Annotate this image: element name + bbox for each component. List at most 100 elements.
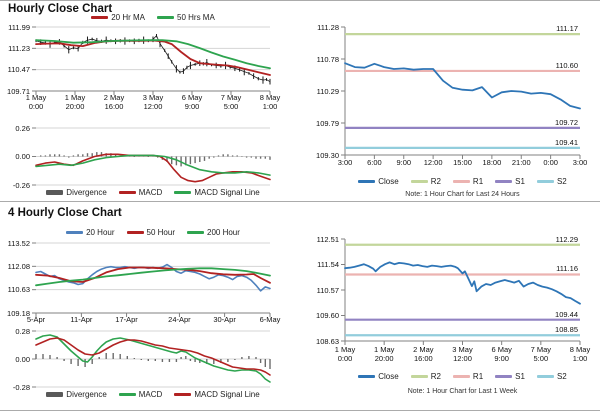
y-tick-label: 0.28: [15, 326, 30, 336]
hourly-macd-legend: Divergence MACD MACD Signal Line: [20, 188, 286, 197]
y-tick-label: 0.00: [15, 354, 30, 364]
y-tick-label: 0.26: [15, 123, 30, 133]
x-tick-label: 3 May 12:00: [452, 345, 473, 364]
legend-item-macd-signal: MACD Signal Line: [174, 390, 260, 399]
four-hourly-ma-legend: 20 Hour 50 Hour 200 Hour: [36, 228, 270, 237]
bar-swatch: [46, 392, 64, 397]
line-swatch: [452, 180, 470, 183]
legend-label: Divergence: [66, 390, 107, 399]
four-hourly-sr-legend: Close R2 R1 S1 S2: [345, 372, 580, 381]
legend-label: R2: [430, 372, 441, 381]
legend-label: Close: [378, 372, 399, 381]
x-tick-label: 12:00: [423, 158, 443, 167]
legend-item-20hour: 20 Hour: [66, 228, 115, 237]
legend-label: MACD Signal Line: [194, 390, 260, 399]
x-tick-label: 5-Apr: [26, 315, 46, 324]
legend-label: S1: [515, 177, 525, 186]
legend-item-s1: S1: [495, 177, 525, 186]
y-tick-label: 111.54: [317, 260, 339, 269]
legend-item-r2: R2: [410, 372, 441, 381]
legend-item-close: Close: [358, 372, 399, 381]
hourly-sr-legend: Close R2 R1 S1 S2: [345, 177, 580, 186]
line-swatch: [174, 191, 192, 194]
x-tick-label: 6 May 9:00: [491, 345, 512, 364]
x-tick-label: 6:00: [367, 158, 382, 167]
legend-label: S2: [556, 177, 567, 186]
level-label-s2: 108.85: [555, 325, 578, 335]
level-label-s2: 109.41: [555, 137, 578, 147]
legend-item-macd-signal: MACD Signal Line: [174, 188, 260, 197]
x-tick-label: 17-Apr: [115, 315, 138, 324]
hourly-macd-plot: [32, 127, 271, 186]
legend-label: 20 Hr MA: [111, 13, 145, 22]
legend-item-close: Close: [358, 177, 399, 186]
x-tick-label: 24-Apr: [168, 315, 191, 324]
line-swatch: [536, 375, 554, 378]
y-tick-label: 110.63: [7, 285, 30, 295]
x-tick-label: 2 May 16:00: [413, 345, 434, 364]
legend-item-r2: R2: [410, 177, 441, 186]
level-label-r1: 111.16: [556, 264, 578, 274]
y-tick-label: 110.78: [316, 54, 339, 64]
legend-label: 200 Hour: [207, 228, 240, 237]
level-label-s1: 109.72: [555, 117, 578, 127]
x-tick-label: 3:00: [337, 158, 353, 167]
legend-item-r1: R1: [452, 372, 483, 381]
line-swatch: [126, 231, 144, 234]
hourly-sr-plot: [341, 26, 581, 159]
legend-item-divergence: Divergence: [46, 188, 107, 197]
hourly-ma-legend: 20 Hr MA 50 Hrs MA: [36, 13, 270, 22]
x-tick-label: 3:00: [572, 158, 588, 167]
line-swatch: [118, 191, 136, 194]
four-hourly-sr-plot: [341, 238, 581, 345]
x-tick-label: 2 May 16:00: [103, 93, 125, 112]
four-hourly-macd-plot: [32, 330, 271, 388]
bar-swatch: [46, 190, 64, 195]
legend-label: R1: [472, 177, 484, 186]
y-tick-label: 109.71: [7, 86, 30, 96]
line-swatch: [174, 393, 192, 396]
legend-item-s1: S1: [495, 372, 525, 381]
line-swatch: [187, 231, 204, 234]
line-swatch: [358, 180, 376, 183]
legend-label: R2: [430, 177, 441, 186]
y-tick-label: 0.00: [15, 152, 30, 161]
line-swatch: [536, 180, 554, 183]
y-tick-label: 109.18: [7, 308, 30, 318]
y-tick-label: -0.28: [12, 382, 30, 392]
four-hourly-close-plot: [32, 242, 271, 317]
x-tick-label: 21:00: [511, 158, 531, 167]
x-tick-label: 0:00: [543, 158, 558, 167]
middle-separator: [0, 201, 600, 202]
hourly-chart-title: Hourly Close Chart: [8, 3, 113, 15]
legend-label: S1: [515, 372, 525, 381]
x-tick-label: 18:00: [482, 158, 502, 167]
line-swatch: [157, 16, 174, 19]
four-hourly-macd-legend: Divergence MACD MACD Signal Line: [20, 390, 286, 399]
legend-label: 20 Hour: [86, 228, 115, 237]
x-tick-label: 6-May: [259, 315, 281, 324]
y-tick-label: 112.08: [7, 261, 30, 271]
x-tick-label: 8 May 1:00: [569, 345, 591, 364]
legend-item-macd: MACD: [118, 390, 162, 399]
x-tick-label: 1 May 20:00: [64, 93, 86, 112]
x-tick-label: 11-Apr: [70, 315, 93, 324]
level-label-r1: 110.60: [555, 60, 578, 70]
y-tick-label: 109.30: [316, 150, 339, 160]
line-swatch: [495, 375, 513, 378]
legend-label: 50 Hrs MA: [177, 13, 215, 22]
legend-item-200hour: 200 Hour: [187, 228, 240, 237]
legend-label: Divergence: [66, 188, 107, 197]
legend-label: 50 Hour: [146, 228, 175, 237]
legend-item-divergence: Divergence: [46, 390, 107, 399]
top-separator: [0, 0, 600, 1]
x-tick-label: 6 May 9:00: [181, 93, 203, 112]
level-label-r2: 112.29: [555, 234, 578, 244]
line-swatch: [495, 180, 513, 183]
y-tick-label: 112.51: [316, 234, 339, 244]
y-tick-label: 110.47: [7, 65, 30, 75]
line-swatch: [118, 393, 136, 396]
line-swatch: [410, 180, 428, 183]
four-hourly-sr-note: Note: 1 Hour Chart for Last 1 Week: [407, 388, 518, 395]
